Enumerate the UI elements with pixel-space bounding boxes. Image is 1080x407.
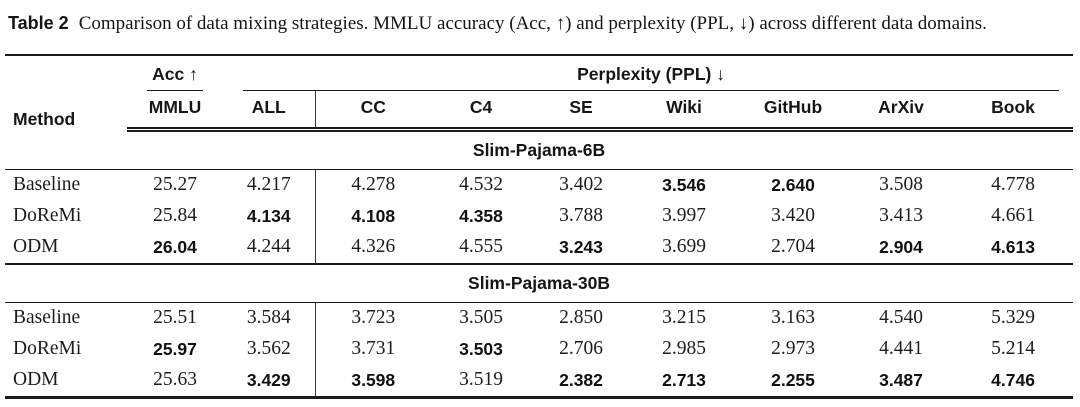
section-title-row: Slim-Pajama-6B — [5, 129, 1074, 170]
table-caption-text: Comparison of data mixing strategies. MM… — [78, 13, 987, 34]
value-cell: 5.329 — [991, 307, 1035, 328]
method-cell: Baseline — [13, 307, 81, 328]
value-cell: 25.63 — [153, 369, 197, 390]
value-cell: 2.713 — [662, 370, 706, 390]
table-row: DoReMi 25.84 4.134 4.108 4.358 3.788 3.997 3.42… — [5, 201, 1073, 232]
value-cell: 2.973 — [771, 338, 815, 359]
method-cell: ODM — [13, 236, 59, 257]
method-cell: Baseline — [13, 174, 81, 195]
value-cell: 4.778 — [991, 174, 1035, 195]
col-header-arxiv: ArXiv — [849, 91, 953, 132]
value-cell: 2.904 — [879, 237, 923, 257]
value-cell: 4.613 — [991, 237, 1035, 257]
value-cell: 2.704 — [771, 236, 815, 257]
value-cell: 3.243 — [559, 237, 603, 257]
col-header-github: GitHub — [737, 91, 849, 132]
value-cell: 3.402 — [559, 174, 603, 195]
section-title-row: Slim-Pajama-30B — [5, 263, 1074, 303]
header-subcolumn-row: MMLU ALL CC C4 SE Wiki GitHub ArXiv Book — [5, 91, 1074, 132]
value-cell: 3.508 — [879, 174, 923, 195]
header-group-row: Method Acc ↑ Perplexity (PPL) ↓ — [5, 55, 1073, 129]
col-header-wiki: Wiki — [631, 91, 737, 132]
table-caption: Table 2 Comparison of data mixing strateg… — [0, 0, 1080, 37]
value-cell: 4.540 — [879, 307, 923, 328]
value-cell: 4.532 — [459, 174, 503, 195]
value-cell: 4.358 — [459, 206, 503, 226]
value-cell: 3.584 — [246, 307, 291, 328]
value-cell: 3.731 — [314, 334, 431, 365]
value-cell: 2.382 — [559, 370, 603, 390]
col-header-cc: CC — [314, 91, 431, 132]
table-row: Baseline 25.51 3.584 3.723 3.505 2.850 3.215 3.… — [5, 302, 1073, 334]
value-cell: 3.505 — [459, 307, 503, 328]
value-cell: 3.546 — [662, 175, 706, 195]
value-cell: 25.27 — [153, 174, 197, 195]
value-cell: 3.997 — [662, 205, 706, 226]
col-header-c4: C4 — [431, 91, 531, 132]
value-cell: 4.108 — [314, 201, 431, 232]
method-cell: DoReMi — [13, 205, 82, 226]
method-cell: ODM — [13, 369, 59, 390]
value-cell: 3.562 — [246, 338, 291, 359]
table-caption-label: Table 2 — [8, 13, 69, 33]
value-cell: 4.441 — [879, 338, 923, 359]
value-cell: 2.640 — [771, 175, 815, 195]
value-cell: 4.217 — [246, 174, 291, 195]
col-header-method: Method — [13, 108, 76, 129]
value-cell: 4.555 — [459, 236, 503, 257]
value-cell: 2.255 — [771, 370, 815, 390]
acc-group-label: Acc ↑ — [147, 64, 203, 91]
value-cell: 4.326 — [314, 232, 431, 264]
value-cell: 3.788 — [559, 205, 603, 226]
value-cell: 3.487 — [879, 370, 923, 390]
value-cell: 2.985 — [662, 338, 706, 359]
col-header-all: ALL — [223, 91, 315, 132]
value-cell: 25.97 — [153, 339, 197, 359]
value-cell: 2.706 — [559, 338, 603, 359]
value-cell: 3.519 — [459, 369, 503, 390]
value-cell: 3.413 — [879, 205, 923, 226]
value-cell: 3.163 — [771, 307, 815, 328]
value-cell: 2.850 — [559, 307, 603, 328]
table-row: DoReMi 25.97 3.562 3.731 3.503 2.706 2.985 2.97… — [5, 334, 1073, 365]
method-cell: DoReMi — [13, 338, 82, 359]
value-cell: 3.699 — [662, 236, 706, 257]
value-cell: 3.420 — [771, 205, 815, 226]
value-cell: 4.244 — [246, 236, 291, 257]
col-group-accuracy: Acc ↑ — [127, 55, 223, 91]
value-cell: 4.134 — [246, 206, 291, 226]
value-cell: 4.278 — [314, 169, 431, 201]
value-cell: 3.723 — [314, 302, 431, 334]
value-cell: 3.215 — [662, 307, 706, 328]
data-mixing-comparison-table: Method Acc ↑ Perplexity (PPL) ↓ MMLU ALL… — [5, 54, 1074, 399]
col-header-se: SE — [531, 91, 631, 132]
table-row: ODM 25.63 3.429 3.598 3.519 2.382 2.713 2.255 3.… — [5, 365, 1073, 398]
value-cell: 5.214 — [991, 338, 1035, 359]
section-title: Slim-Pajama-6B — [5, 129, 1074, 170]
col-header-mmlu: MMLU — [127, 91, 223, 132]
value-cell: 25.84 — [153, 205, 197, 226]
col-group-perplexity: Perplexity (PPL) ↓ — [223, 55, 1073, 91]
value-cell: 25.51 — [153, 307, 197, 328]
col-header-book: Book — [953, 91, 1074, 132]
value-cell: 26.04 — [153, 237, 197, 257]
table-row: ODM 26.04 4.244 4.326 4.555 3.243 3.699 2.704 2.… — [5, 232, 1073, 264]
ppl-group-label: Perplexity (PPL) ↓ — [243, 64, 1060, 91]
value-cell: 3.429 — [246, 370, 291, 390]
section-title: Slim-Pajama-30B — [5, 263, 1074, 303]
value-cell: 3.503 — [459, 339, 503, 359]
value-cell: 4.661 — [991, 205, 1035, 226]
table-row: Baseline 25.27 4.217 4.278 4.532 3.402 3.546 2.… — [5, 169, 1073, 201]
value-cell: 4.746 — [991, 370, 1035, 390]
value-cell: 3.598 — [314, 365, 431, 398]
